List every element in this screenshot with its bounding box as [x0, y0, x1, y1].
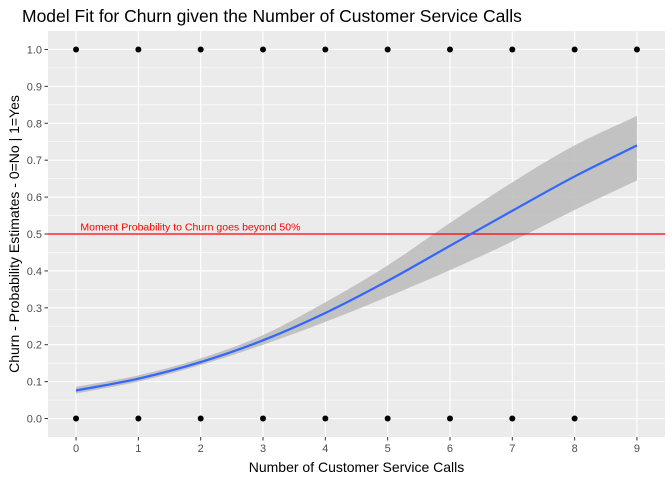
x-tick-label: 1 [135, 443, 141, 455]
y-axis-label: Churn - Probability Estimates - 0=No | 1… [6, 95, 22, 373]
data-point [571, 46, 578, 53]
data-point [384, 415, 391, 422]
data-point [509, 46, 516, 53]
data-point [135, 415, 142, 422]
data-point [260, 415, 267, 422]
data-point [197, 46, 204, 53]
y-tick-label: 0.2 [27, 340, 42, 352]
data-point [509, 415, 516, 422]
x-tick-label: 2 [198, 443, 204, 455]
data-point [73, 415, 80, 422]
data-point [197, 415, 204, 422]
data-point [446, 415, 453, 422]
y-tick-label: 0.0 [27, 414, 42, 426]
y-tick-label: 0.3 [27, 303, 42, 315]
data-point [322, 46, 329, 53]
threshold-label: Moment Probability to Churn goes beyond … [80, 222, 300, 234]
x-tick-label: 0 [73, 443, 79, 455]
data-point [446, 46, 453, 53]
y-tick-label: 0.6 [27, 192, 42, 204]
y-tick-label: 1.0 [27, 44, 42, 56]
data-point [571, 415, 578, 422]
confidence-band [76, 115, 637, 394]
data-point [135, 46, 142, 53]
x-axis-ticks: 0 1 2 3 4 5 6 7 8 9 [73, 437, 640, 455]
y-tick-label: 0.9 [27, 81, 42, 93]
chart-title: Model Fit for Churn given the Number of … [22, 6, 522, 26]
y-tick-label: 0.7 [27, 155, 42, 167]
x-tick-label: 8 [572, 443, 578, 455]
x-tick-label: 9 [634, 443, 640, 455]
x-tick-label: 3 [260, 443, 266, 455]
y-tick-label: 0.1 [27, 377, 42, 389]
x-axis-label: Number of Customer Service Calls [249, 459, 465, 475]
data-point [384, 46, 391, 53]
fit-line [75, 144, 638, 392]
x-tick-label: 7 [509, 443, 515, 455]
x-tick-label: 5 [385, 443, 391, 455]
data-point [73, 46, 80, 53]
y-axis-ticks: 0.0 0.1 0.2 0.3 0.4 0.5 0.6 0.7 0.8 0.9 1.0 [27, 44, 48, 426]
data-point [260, 46, 267, 53]
data-point [633, 46, 640, 53]
data-points [73, 46, 640, 422]
y-tick-label: 0.5 [27, 229, 42, 241]
x-tick-label: 6 [447, 443, 453, 455]
data-point [322, 415, 329, 422]
y-tick-label: 0.8 [27, 118, 42, 130]
y-tick-label: 0.4 [27, 266, 42, 278]
x-tick-label: 4 [322, 443, 328, 455]
